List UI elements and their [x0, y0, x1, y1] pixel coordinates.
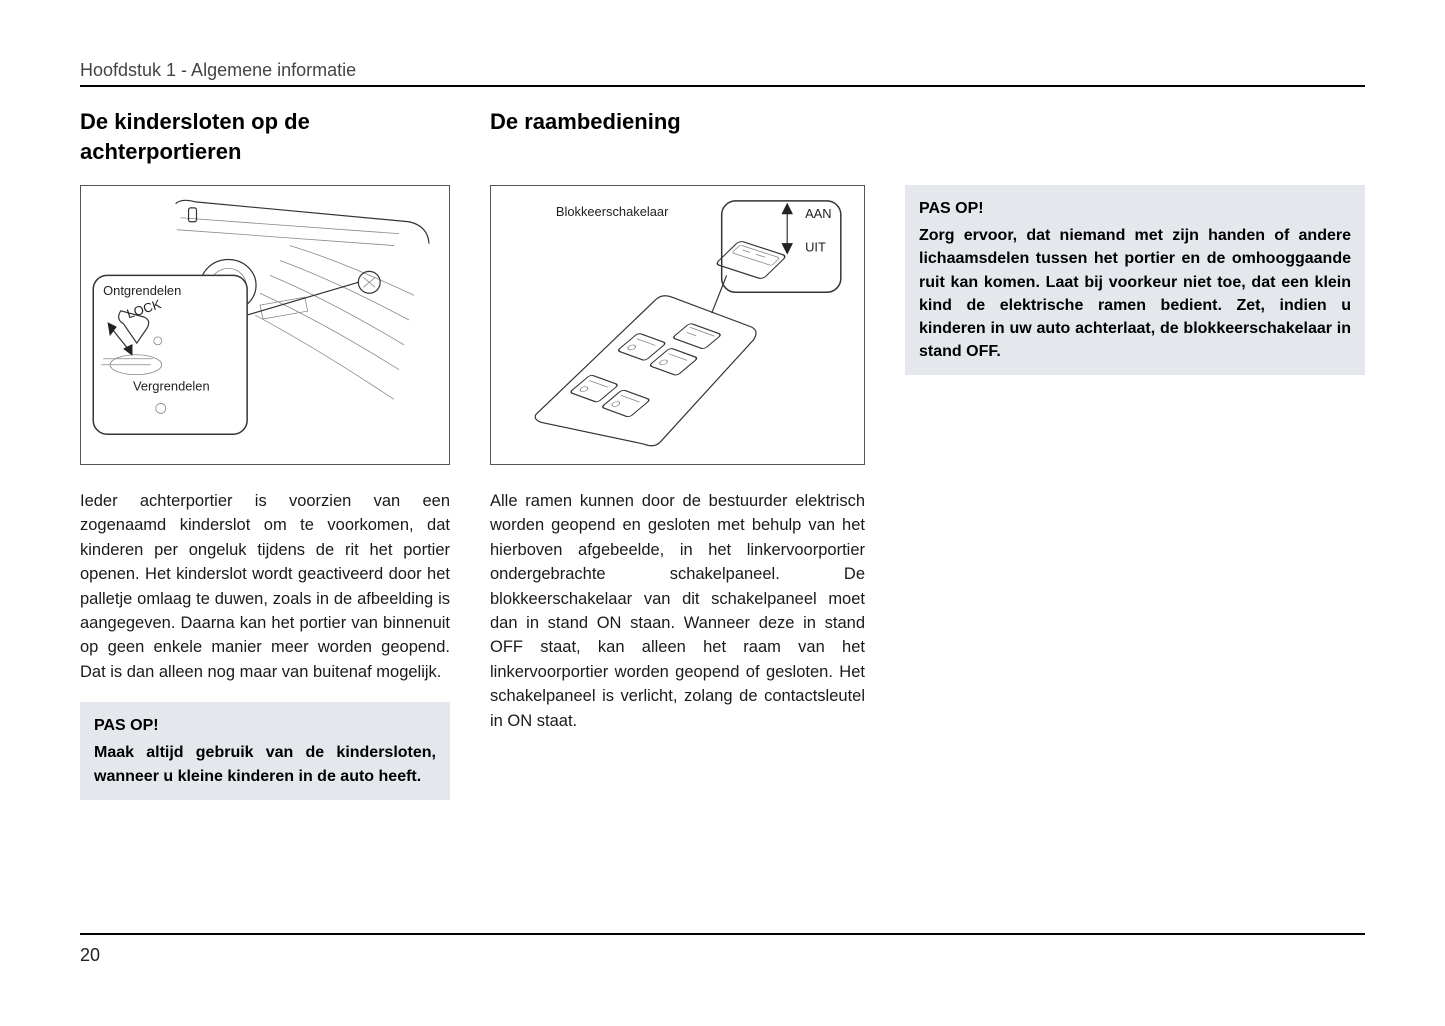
chapter-header: Hoofdstuk 1 - Algemene informatie — [80, 60, 1365, 87]
heading-kindersloten: De kindersloten op de achterportieren — [80, 107, 450, 167]
content-columns: De kindersloten op de achterportieren — [80, 107, 1365, 800]
column-2: De raambediening Blokkeerschakelaar — [490, 107, 865, 800]
paragraph-kindersloten: Ieder achterportier is voorzien van een … — [80, 489, 450, 684]
figure-label-uit: UIT — [805, 240, 826, 255]
warning-title-2: PAS OP! — [919, 197, 1351, 220]
warning-content-2: Zorg ervoor, dat niemand met zijn handen… — [919, 227, 1351, 360]
heading-raambediening: De raambediening — [490, 107, 865, 167]
page-number: 20 — [80, 945, 100, 965]
figure-label-blokkeer: Blokkeerschakelaar — [556, 204, 669, 219]
figure-kindersloten: Ontgrendelen LOCK Vergre — [80, 185, 450, 465]
figure-childlock-svg: Ontgrendelen LOCK Vergre — [81, 186, 449, 464]
warning-content-1: Maak altijd gebruik van de kindersloten,… — [94, 744, 436, 784]
warning-title-1: PAS OP! — [94, 714, 436, 737]
column-3: PAS OP! Zorg ervoor, dat niemand met zij… — [905, 107, 1365, 800]
column-1: De kindersloten op de achterportieren — [80, 107, 450, 800]
paragraph-raambediening: Alle ramen kunnen door de bestuurder ele… — [490, 489, 865, 733]
warning-kindersloten: PAS OP! Maak altijd gebruik van de kinde… — [80, 702, 450, 800]
warning-raambediening: PAS OP! Zorg ervoor, dat niemand met zij… — [905, 185, 1365, 375]
figure-raambediening: Blokkeerschakelaar — [490, 185, 865, 465]
switch-panel-icon — [535, 296, 756, 446]
figure-label-aan: AAN — [805, 206, 832, 221]
figure-label-vergrendelen: Vergrendelen — [133, 379, 210, 394]
figure-label-ontgrendelen: Ontgrendelen — [103, 283, 181, 298]
footer: 20 — [80, 933, 1365, 966]
figure-window-controls-svg: Blokkeerschakelaar — [491, 186, 864, 464]
